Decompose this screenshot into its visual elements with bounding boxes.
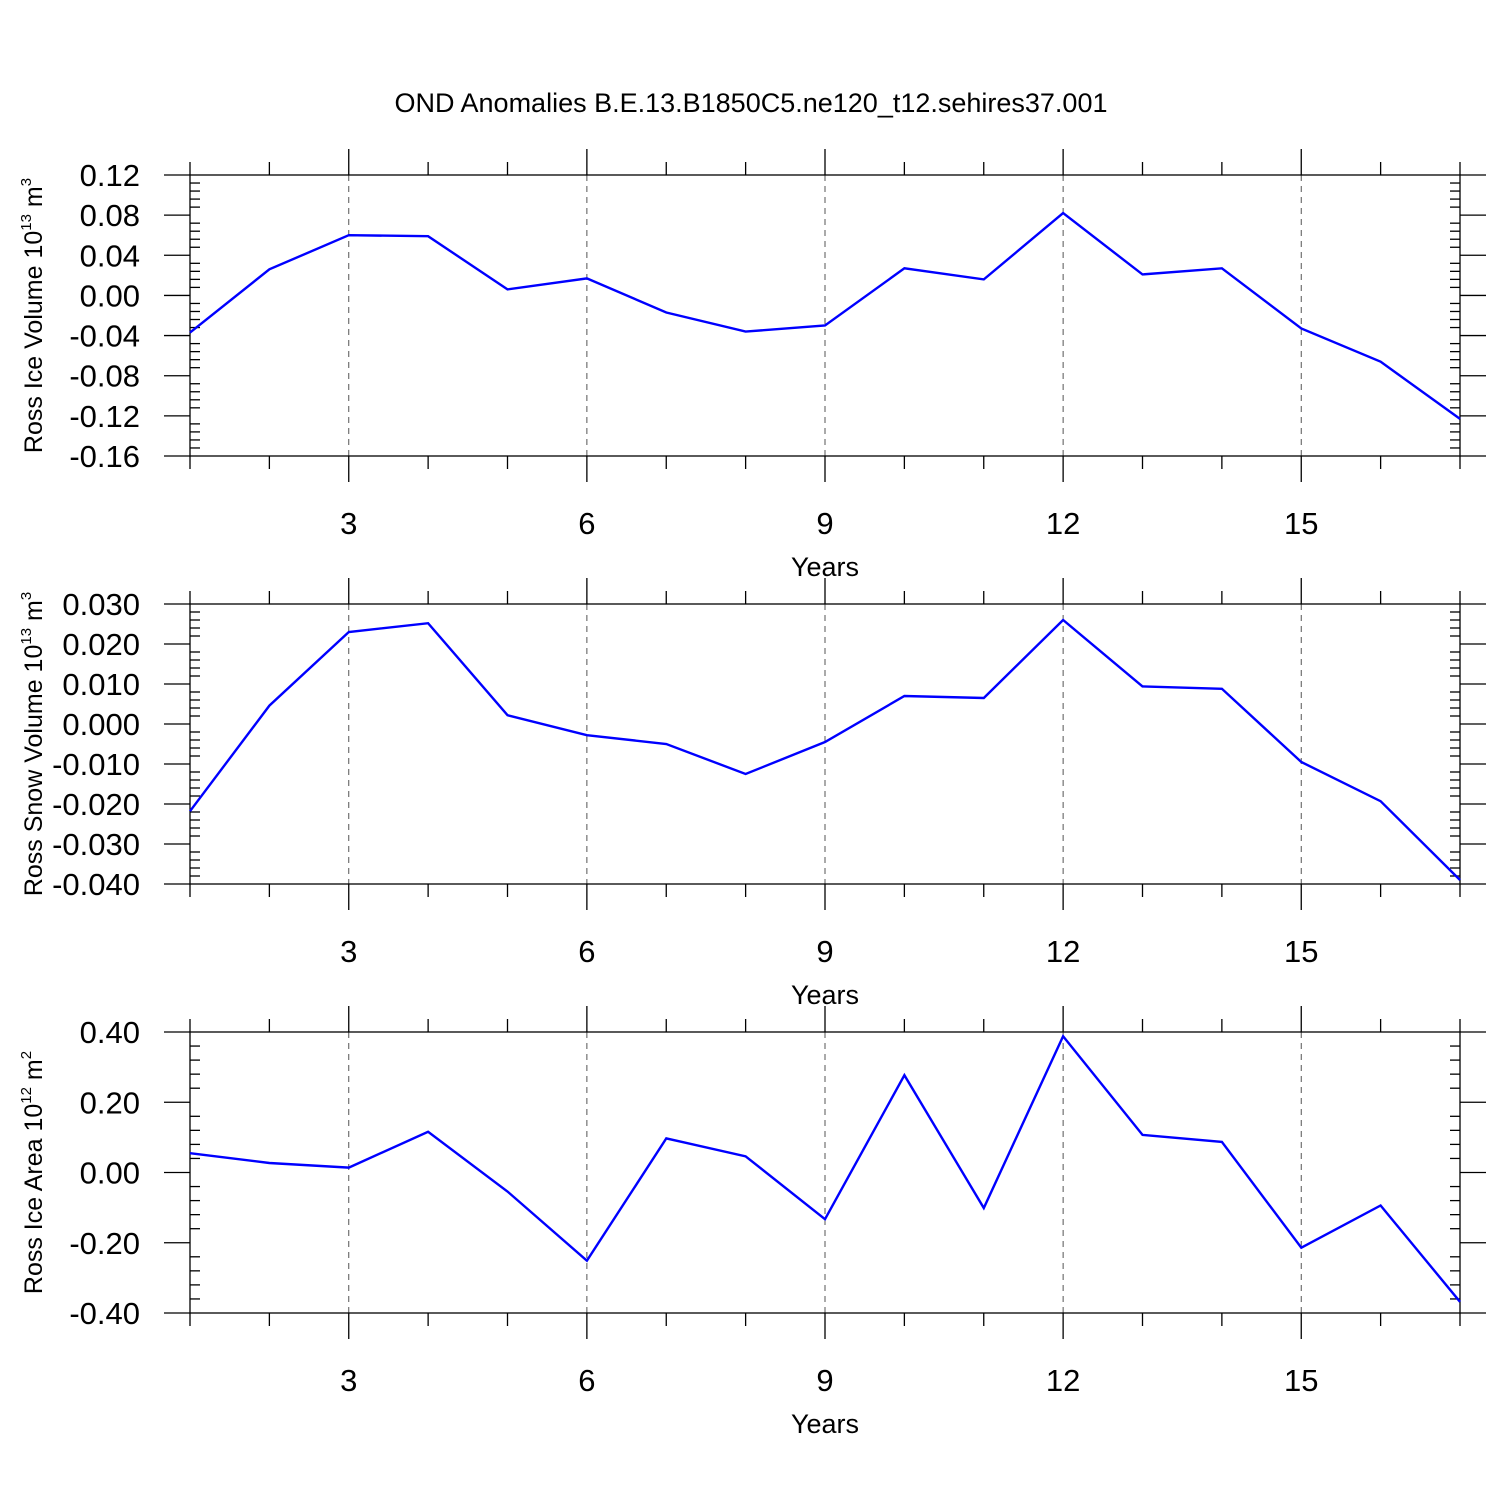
y-axis-label-text: m xyxy=(20,186,48,214)
y-tick-label: -0.20 xyxy=(69,1226,140,1261)
x-tick-label: 3 xyxy=(340,506,357,541)
plot-frame xyxy=(189,174,1461,457)
y-axis-label-exponent: 13 xyxy=(18,214,35,231)
y-tick-label: 0.12 xyxy=(80,158,140,193)
y-tick-label: -0.40 xyxy=(69,1296,140,1331)
panel-3: 0.40 0.20 0.00 -0.20 -0.40 3 6 9 12 15 Years Ross I… xyxy=(18,1006,1486,1439)
plot-frame xyxy=(189,1031,1461,1314)
x-tick-label: 15 xyxy=(1284,1363,1318,1398)
y-tick-label: -0.08 xyxy=(69,359,140,394)
y-axis-label: Ross Ice Volume 1013 m3 xyxy=(18,178,48,453)
y-tick-label: 0.010 xyxy=(62,667,140,702)
y-tick-label: -0.030 xyxy=(52,827,140,862)
x-axis-label: Years xyxy=(791,552,859,582)
y-tick-label: 0.00 xyxy=(80,1156,140,1191)
y-axis-label-text: Ross Ice Area 10 xyxy=(20,1104,48,1294)
y-axis-label-text: m xyxy=(20,600,48,628)
panel-2: 0.030 0.020 0.010 0.000 -0.010 -0.020 -0.030 -0… xyxy=(18,578,1486,1010)
y-tick-label: 0.40 xyxy=(80,1015,140,1050)
y-tick-label: 0.000 xyxy=(62,707,140,742)
y-axis-label-text: m xyxy=(20,1059,48,1087)
y-tick-label: -0.04 xyxy=(69,319,140,354)
series-line xyxy=(189,211,1461,420)
x-tick-label: 3 xyxy=(340,934,357,969)
series-line xyxy=(189,618,1461,881)
y-tick-label: 0.04 xyxy=(80,238,140,273)
y-tick-label: 0.20 xyxy=(80,1085,140,1120)
y-axis-label-exponent: 13 xyxy=(18,628,35,645)
x-tick-label: 9 xyxy=(816,1363,833,1398)
y-tick-label: -0.040 xyxy=(52,867,140,902)
y-tick-label: -0.12 xyxy=(69,399,140,434)
x-tick-label: 12 xyxy=(1046,1363,1080,1398)
series-line xyxy=(189,1033,1461,1303)
y-axis-label-exponent: 3 xyxy=(18,592,35,600)
x-tick-label: 6 xyxy=(578,1363,595,1398)
y-tick-label: 0.030 xyxy=(62,587,140,622)
y-axis-label-exponent: 3 xyxy=(18,178,35,186)
panel-1: 0.12 0.08 0.04 0.00 -0.04 -0.08 -0.12 -0.16 3 6 9 1… xyxy=(18,149,1486,582)
y-tick-label: 0.020 xyxy=(62,627,140,662)
y-axis-label-text: Ross Ice Volume 10 xyxy=(20,231,48,453)
chart-title: OND Anomalies B.E.13.B1850C5.ne120_t12.s… xyxy=(395,88,1108,118)
y-axis-label-text: Ross Snow Volume 10 xyxy=(20,645,48,897)
x-tick-label: 9 xyxy=(816,506,833,541)
x-tick-label: 15 xyxy=(1284,934,1318,969)
y-tick-label: 0.08 xyxy=(80,198,140,233)
y-tick-label: -0.020 xyxy=(52,787,140,822)
x-tick-label: 3 xyxy=(340,1363,357,1398)
x-tick-label: 6 xyxy=(578,934,595,969)
y-axis-label-exponent: 2 xyxy=(18,1051,35,1059)
x-axis-label: Years xyxy=(791,1409,859,1439)
y-axis-label-exponent: 12 xyxy=(18,1087,35,1104)
y-tick-label: -0.010 xyxy=(52,747,140,782)
plot-frame xyxy=(189,603,1461,885)
x-tick-label: 12 xyxy=(1046,506,1080,541)
x-tick-label: 12 xyxy=(1046,934,1080,969)
y-axis-label: Ross Snow Volume 1013 m3 xyxy=(18,592,48,896)
x-tick-label: 9 xyxy=(816,934,833,969)
x-axis-label: Years xyxy=(791,980,859,1010)
y-tick-label: -0.16 xyxy=(69,439,140,474)
x-tick-label: 6 xyxy=(578,506,595,541)
y-axis-label: Ross Ice Area 1012 m2 xyxy=(18,1051,48,1294)
x-tick-label: 15 xyxy=(1284,506,1318,541)
y-tick-label: 0.00 xyxy=(80,278,140,313)
